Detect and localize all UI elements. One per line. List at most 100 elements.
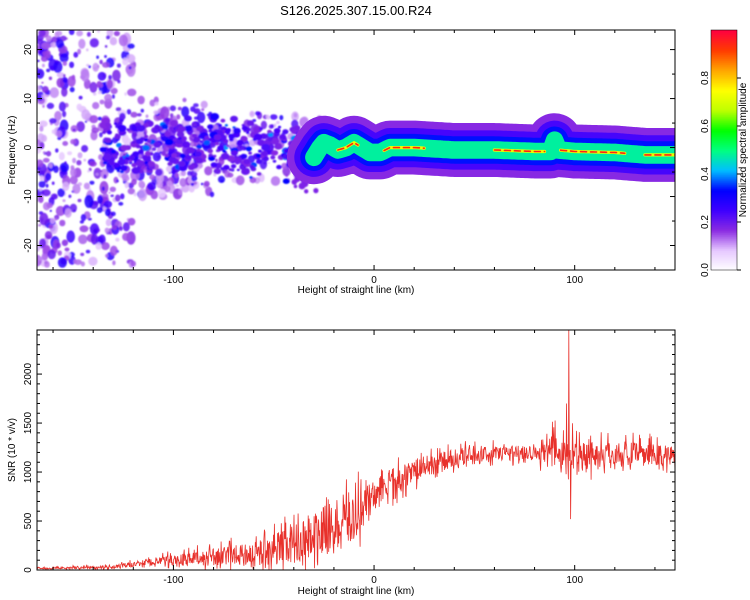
colorbar-step: [711, 148, 737, 151]
colorbar-step: [711, 200, 737, 203]
band-blob: [282, 129, 289, 135]
band-blob: [271, 150, 279, 156]
colorbar-step: [711, 112, 737, 115]
colorbar-tick-label: 0.0: [700, 263, 711, 277]
band-blob: [196, 148, 201, 152]
noise-blob: [42, 151, 46, 154]
spec-ytick-label: -10: [23, 189, 34, 204]
noise-blob: [114, 194, 121, 202]
band-blob: [136, 124, 146, 132]
noise-blob: [45, 172, 52, 181]
band-blob: [184, 115, 192, 122]
colorbar-step: [711, 254, 737, 257]
noise-blob: [92, 102, 100, 110]
noise-blob: [97, 90, 102, 95]
noise-blob: [45, 183, 49, 188]
noise-blob: [69, 86, 75, 93]
band-blob: [208, 155, 216, 161]
noise-blob: [163, 185, 171, 193]
noise-blob: [119, 112, 126, 121]
noise-blob: [99, 132, 103, 138]
noise-blob: [96, 207, 103, 214]
noise-blob: [73, 51, 79, 58]
colorbar-step: [711, 50, 737, 53]
band-blob: [157, 155, 161, 159]
noise-blob: [90, 233, 99, 245]
noise-blob: [62, 199, 66, 203]
noise-blob: [44, 260, 48, 265]
snr-series-line: [37, 330, 675, 570]
band-blob: [258, 149, 262, 153]
noise-blob: [53, 165, 59, 173]
noise-blob: [37, 85, 42, 92]
band-blob: [249, 176, 253, 179]
band-blob: [119, 118, 124, 123]
band-blob: [241, 124, 245, 127]
band-blob: [187, 164, 196, 171]
band-blob: [126, 128, 130, 132]
noise-blob: [81, 109, 91, 120]
band-blob: [168, 156, 177, 163]
noise-blob: [88, 65, 91, 69]
band-blob: [268, 132, 274, 137]
band-blob: [138, 149, 144, 155]
noise-blob: [76, 30, 83, 37]
noise-blob: [111, 225, 118, 230]
noise-blob: [50, 217, 56, 225]
noise-blob: [200, 182, 204, 186]
band-blob: [115, 133, 119, 137]
noise-blob: [203, 180, 210, 187]
band-blob: [111, 149, 116, 154]
noise-blob: [127, 43, 135, 49]
colorbar-ticks: 0.0 0.2 0.4 0.6 0.8: [700, 71, 741, 277]
snr-xtick-label: 0: [371, 575, 377, 586]
noise-blob: [78, 95, 83, 100]
band-blob: [179, 153, 186, 159]
band-blob: [144, 151, 152, 157]
colorbar-step: [711, 192, 737, 195]
band-blob: [253, 125, 263, 133]
noise-blob: [127, 88, 137, 97]
band-blob: [120, 144, 129, 151]
band-blob: [273, 128, 281, 134]
colorbar-step: [711, 36, 737, 39]
noise-blob: [177, 106, 182, 111]
noise-blob: [55, 148, 59, 153]
colorbar-step: [711, 212, 737, 215]
band-blob: [184, 125, 192, 132]
noise-blob: [98, 234, 106, 245]
colorbar-step: [711, 230, 737, 233]
noise-blob: [42, 104, 45, 108]
band-blob: [224, 124, 228, 127]
noise-blob: [170, 113, 174, 118]
noise-blob: [56, 130, 63, 138]
colorbar-step: [711, 134, 737, 137]
noise-blob: [122, 175, 130, 182]
colorbar-step: [711, 178, 737, 181]
band-blob: [210, 142, 215, 146]
band-blob: [270, 155, 276, 160]
noise-blob: [83, 182, 90, 190]
band-blob: [224, 129, 231, 135]
colorbar-step: [711, 130, 737, 133]
noise-blob: [41, 253, 48, 261]
noise-blob: [154, 101, 159, 106]
noise-blob: [55, 205, 65, 217]
colorbar-step: [711, 30, 737, 33]
band-blob: [103, 153, 112, 161]
noise-blob: [182, 97, 187, 103]
colorbar-step: [711, 186, 737, 189]
noise-blob: [50, 42, 57, 48]
noise-blob: [193, 181, 198, 185]
band-blob: [262, 156, 269, 162]
noise-blob: [194, 116, 199, 120]
noise-blob: [104, 45, 108, 48]
colorbar-step: [711, 220, 737, 223]
snr-xlabel: Height of straight line (km): [298, 586, 415, 597]
colorbar-step: [711, 252, 737, 255]
colorbar-step: [711, 170, 737, 173]
colorbar-step: [711, 232, 737, 235]
noise-blob: [128, 66, 132, 70]
colorbar-step: [711, 172, 737, 175]
